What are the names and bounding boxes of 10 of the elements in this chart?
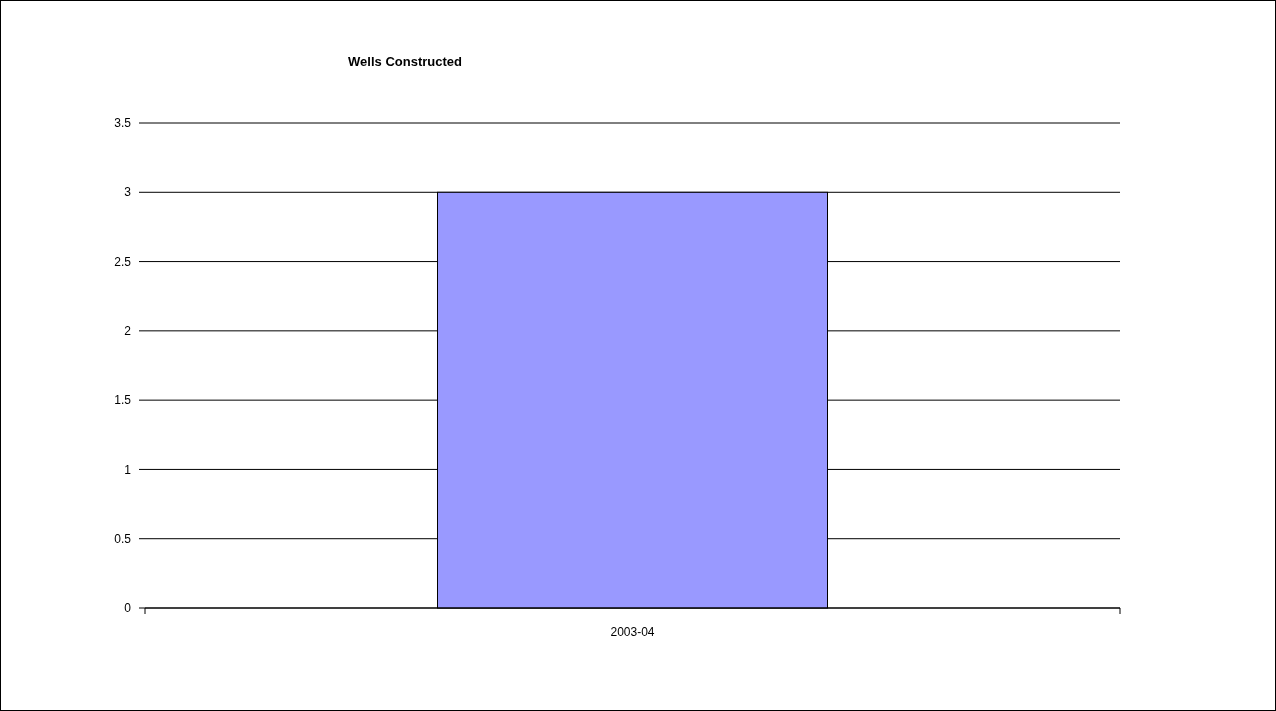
y-tick-label: 1.5 (114, 393, 132, 408)
y-tick-label: 0.5 (114, 531, 132, 546)
y-tick-label: 0 (124, 601, 132, 616)
x-tick-label: 2003-04 (610, 625, 655, 639)
y-tick-label: 2.5 (114, 254, 132, 269)
y-tick-label: 3.5 (114, 116, 132, 131)
y-tick-label: 3 (124, 185, 132, 200)
y-tick-label: 2 (124, 324, 132, 339)
y-tick-label: 1 (124, 462, 132, 477)
chart-title: Wells Constructed (348, 54, 462, 69)
